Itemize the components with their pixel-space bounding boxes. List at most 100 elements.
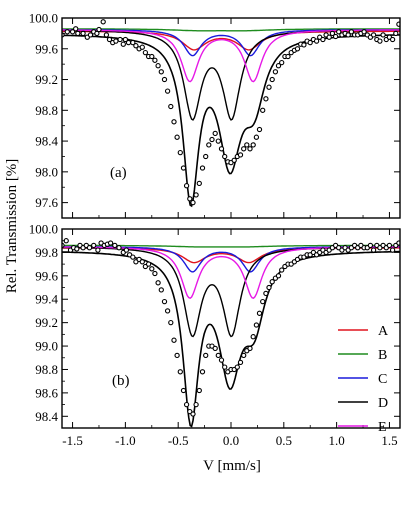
data-point (130, 254, 136, 260)
x-tick-label: -0.5 (168, 433, 189, 448)
data-point (348, 29, 355, 35)
data-point (183, 401, 190, 408)
data-point (250, 142, 256, 148)
data-point (75, 30, 81, 37)
data-point (326, 34, 332, 40)
data-point (91, 242, 97, 249)
data-point (187, 196, 193, 202)
data-point (269, 76, 275, 83)
data-point (275, 63, 282, 69)
data-point (161, 76, 168, 83)
data-point (193, 192, 199, 198)
y-tick-label: 98.0 (35, 164, 58, 179)
data-point (158, 69, 164, 75)
curves (62, 244, 400, 428)
data-point (196, 180, 202, 187)
data-point (155, 280, 161, 286)
data-point (345, 32, 351, 38)
data-point (380, 32, 386, 38)
data-point (393, 30, 399, 37)
series-line-d (62, 246, 400, 338)
data-point (171, 337, 177, 343)
y-tick-label: 99.8 (35, 245, 58, 260)
data-point (190, 411, 196, 417)
data-point (190, 199, 196, 206)
data-point (396, 21, 400, 27)
data-point (266, 84, 272, 90)
legend-label-e: E (378, 420, 387, 435)
data-point (152, 57, 158, 63)
data-point (231, 157, 237, 163)
panel-b: 98.4 98.6 98.8 99.0 99.2 99.4 99.6 99.8 100.0 -1.… (29, 222, 401, 448)
data-point (313, 38, 320, 44)
data-point (139, 259, 145, 265)
data-point (152, 270, 158, 277)
data-point (112, 242, 118, 249)
data-point (171, 119, 177, 125)
x-axis-label: V [mm/s] (203, 458, 261, 474)
data-point (69, 29, 76, 35)
legend-label-a: A (378, 324, 389, 339)
y-tick-label: 98.4 (35, 134, 58, 149)
data-point (86, 245, 93, 251)
data-point (329, 30, 336, 37)
x-tick-label: 1.0 (329, 433, 345, 448)
data-point (215, 352, 221, 359)
data-point (168, 103, 174, 110)
data-point (279, 267, 285, 273)
y-tick-label: 100.0 (29, 222, 58, 237)
data-point (256, 310, 263, 316)
data-point (116, 245, 122, 251)
data-point (73, 26, 79, 32)
y-tick-label: 99.6 (35, 41, 58, 56)
data-point (301, 42, 307, 48)
y-tick-label: 99.2 (35, 315, 58, 330)
data-point (164, 88, 171, 94)
x-tick-label: -1.5 (62, 433, 83, 448)
data-point (117, 36, 123, 43)
data-point (320, 36, 326, 43)
data-point (161, 298, 168, 305)
data-point (237, 359, 244, 366)
y-axis-label: Rel. Transmission [%] (4, 159, 20, 294)
data-point (234, 364, 240, 370)
data-point (260, 298, 266, 305)
data-point (174, 134, 180, 140)
data-point (113, 38, 119, 44)
data-point (177, 149, 183, 156)
data-point (164, 308, 171, 314)
data-point (222, 153, 228, 160)
data-point (253, 322, 260, 328)
data-points (62, 19, 400, 206)
data-point (215, 138, 221, 144)
series-line-e (62, 29, 400, 83)
data-point (332, 33, 339, 40)
data-point (149, 266, 155, 272)
data-point (107, 240, 114, 246)
data-point (106, 36, 113, 43)
data-point (212, 130, 218, 137)
data-point (149, 53, 155, 60)
data-point (250, 334, 256, 340)
data-point (206, 142, 212, 148)
data-point (285, 53, 291, 60)
legend-label-d: D (378, 396, 388, 411)
plot-frame (61, 17, 401, 219)
y-tick-label: 98.6 (35, 385, 58, 400)
data-point (96, 26, 102, 33)
data-point (130, 39, 136, 46)
data-point (139, 44, 145, 50)
data-point (203, 153, 209, 160)
data-point (361, 29, 367, 35)
data-point (396, 240, 400, 246)
x-tick-label: 0.5 (276, 433, 292, 448)
data-point (370, 247, 377, 253)
data-point (370, 32, 377, 38)
data-point (212, 345, 218, 352)
data-point (199, 165, 206, 171)
data-point (263, 290, 269, 297)
data-point (74, 246, 80, 252)
data-point (168, 319, 174, 326)
x-tick-label: 0.0 (223, 433, 239, 448)
data-point (94, 30, 100, 37)
